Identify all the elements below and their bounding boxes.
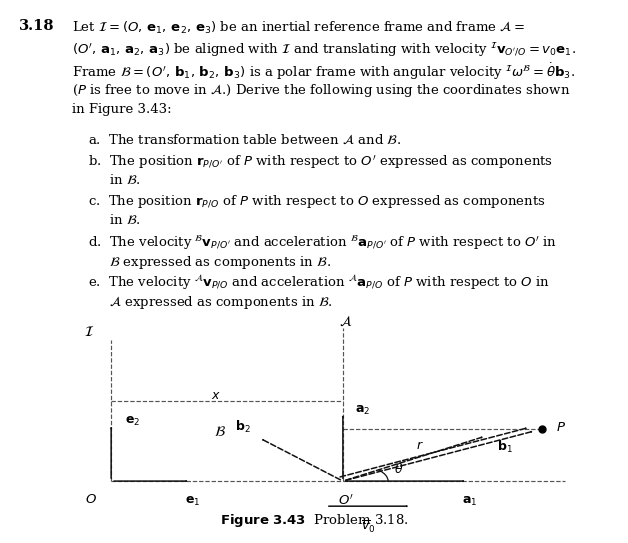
Text: d.  The velocity ${}^\mathcal{B}\mathbf{v}_{P/O'}$ and acceleration ${}^\mathcal: d. The velocity ${}^\mathcal{B}\mathbf{v… [88, 233, 557, 251]
Text: $\mathbf{b}_1$: $\mathbf{b}_1$ [497, 438, 512, 454]
Text: $\mathcal{B}$ expressed as components in $\mathcal{B}$.: $\mathcal{B}$ expressed as components in… [88, 254, 331, 270]
Text: Frame $\mathcal{B} = (O',\, \mathbf{b}_1,\, \mathbf{b}_2,\, \mathbf{b}_3)$ is a : Frame $\mathcal{B} = (O',\, \mathbf{b}_1… [72, 61, 575, 82]
Text: $\mathbf{e}_1$: $\mathbf{e}_1$ [185, 495, 201, 508]
Text: c.  The position $\mathbf{r}_{P/O}$ of $P$ with respect to $O$ expressed as comp: c. The position $\mathbf{r}_{P/O}$ of $P… [88, 193, 546, 210]
Text: $x$: $x$ [211, 389, 220, 402]
Text: b.  The position $\mathbf{r}_{P/O'}$ of $P$ with respect to $O'$ expressed as co: b. The position $\mathbf{r}_{P/O'}$ of $… [88, 153, 553, 170]
Text: $\mathbf{a}_1$: $\mathbf{a}_1$ [462, 495, 478, 508]
Text: $\mathbf{a}_2$: $\mathbf{a}_2$ [355, 404, 371, 417]
Text: $P$: $P$ [556, 421, 566, 434]
Text: a.  The transformation table between $\mathcal{A}$ and $\mathcal{B}$.: a. The transformation table between $\ma… [88, 133, 401, 147]
Text: $\mathbf{e}_2$: $\mathbf{e}_2$ [126, 415, 141, 428]
Text: $O'$: $O'$ [338, 494, 354, 508]
Text: in $\mathcal{B}$.: in $\mathcal{B}$. [88, 213, 141, 228]
Text: in Figure 3.43:: in Figure 3.43: [72, 103, 172, 116]
Text: Let $\mathcal{I} = (O,\, \mathbf{e}_1,\, \mathbf{e}_2,\, \mathbf{e}_3)$ be an in: Let $\mathcal{I} = (O,\, \mathbf{e}_1,\,… [72, 20, 526, 36]
Text: 3.18: 3.18 [19, 19, 55, 33]
Text: $\theta$: $\theta$ [394, 462, 403, 476]
Text: $\mathbf{Figure\ 3.43}$  Problem 3.18.: $\mathbf{Figure\ 3.43}$ Problem 3.18. [220, 513, 408, 529]
Text: in $\mathcal{B}$.: in $\mathcal{B}$. [88, 173, 141, 187]
Text: $(O',\, \mathbf{a}_1,\, \mathbf{a}_2,\, \mathbf{a}_3)$ be aligned with $\mathcal: $(O',\, \mathbf{a}_1,\, \mathbf{a}_2,\, … [72, 41, 577, 59]
Text: $O$: $O$ [85, 493, 97, 506]
Text: ($P$ is free to move in $\mathcal{A}$.) Derive the following using the coordinat: ($P$ is free to move in $\mathcal{A}$.) … [72, 82, 571, 99]
Text: $\overline{v}_0$: $\overline{v}_0$ [361, 519, 376, 535]
Text: e.  The velocity ${}^\mathcal{A}\mathbf{v}_{P/O}$ and acceleration ${}^\mathcal{: e. The velocity ${}^\mathcal{A}\mathbf{v… [88, 274, 550, 292]
Text: $\mathcal{I}$: $\mathcal{I}$ [84, 325, 94, 339]
Text: $r$: $r$ [416, 439, 424, 452]
Text: $\mathcal{B}$: $\mathcal{B}$ [214, 425, 225, 439]
Text: $\mathbf{b}_2$: $\mathbf{b}_2$ [236, 419, 251, 434]
Text: $\mathcal{A}$ expressed as components in $\mathcal{B}$.: $\mathcal{A}$ expressed as components in… [88, 294, 333, 311]
Text: $\mathcal{A}$: $\mathcal{A}$ [339, 314, 352, 329]
